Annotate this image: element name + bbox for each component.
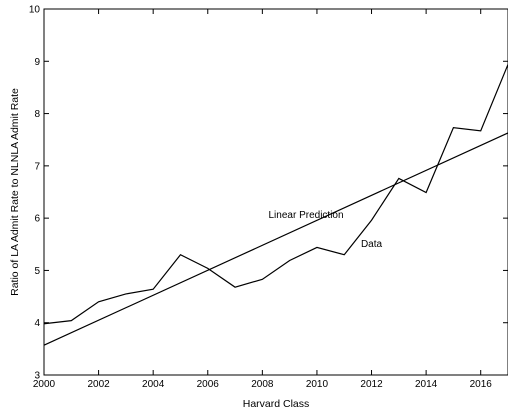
annotation-label: Linear Prediction [269, 210, 344, 221]
x-tick-label: 2016 [470, 379, 493, 390]
plot-frame [43, 8, 508, 376]
x-tick-label: 2008 [251, 379, 274, 390]
y-tick-label: 8 [34, 109, 40, 120]
x-tick-label: 2012 [360, 379, 383, 390]
y-tick-label: 6 [34, 214, 40, 225]
annotations: Linear Prediction Data [269, 210, 383, 250]
y-tick-label: 10 [29, 5, 41, 16]
x-tick-label: 2004 [142, 379, 165, 390]
y-tick-label: 7 [34, 161, 40, 172]
x-axis-label: Harvard Class [243, 398, 310, 410]
x-tick-label: 2010 [306, 379, 329, 390]
y-tick-label: 5 [34, 266, 40, 277]
y-tick-label: 3 [34, 371, 40, 382]
x-tick-label: 2002 [87, 379, 110, 390]
y-axis-label: Ratio of LA Admit Rate to NLNLA Admit Ra… [9, 88, 21, 296]
series-linear-prediction-line [43, 132, 508, 346]
x-tick-label: 2000 [33, 379, 56, 390]
x-tick-label: 2014 [415, 379, 438, 390]
series-data-line [43, 64, 508, 325]
x-tick-label: 2006 [197, 379, 220, 390]
annotation-label: Data [361, 239, 383, 250]
y-tick-label: 9 [34, 57, 40, 68]
series-layer [43, 64, 508, 346]
axis-ticks [43, 8, 508, 376]
y-tick-label: 4 [34, 318, 40, 329]
tick-labels: 2000 2002 2004 2006 2008 2010 2012 2014 2016 3 4 5 6… [29, 5, 492, 391]
